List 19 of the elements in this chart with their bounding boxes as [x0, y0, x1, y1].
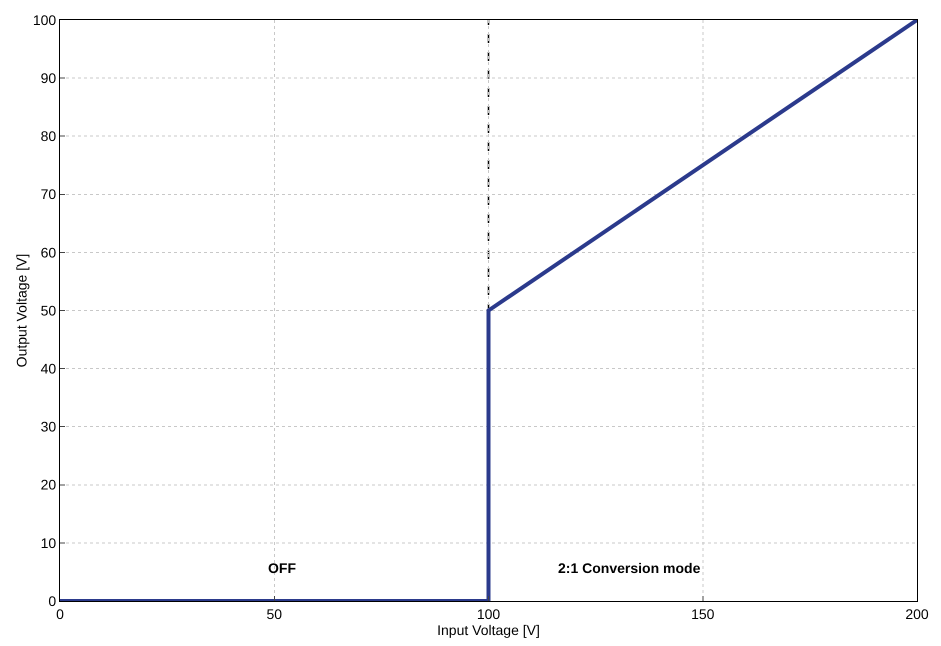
x-tick-label: 50 [266, 606, 282, 622]
y-tick-label: 80 [40, 128, 56, 144]
annotation: 2:1 Conversion mode [558, 560, 701, 576]
y-tick-label: 0 [48, 592, 56, 609]
y-tick-label: 20 [40, 476, 56, 493]
y-tick-label: 70 [40, 186, 56, 202]
y-tick-label: 90 [40, 70, 56, 86]
annotation: OFF [268, 560, 296, 576]
x-tick-label: 100 [476, 606, 500, 622]
y-tick-label: 30 [40, 418, 56, 435]
y-tick-label: 40 [40, 360, 56, 376]
y-tick-label: 60 [40, 244, 56, 260]
x-tick-label: 150 [691, 606, 715, 622]
y-tick-label: 50 [40, 302, 56, 318]
y-tick-label: 10 [40, 534, 56, 551]
x-tick-label: 200 [905, 606, 929, 622]
x-axis-title: Input Voltage [V] [437, 622, 540, 638]
y-tick-label: 100 [32, 12, 56, 28]
y-axis-title: Output Voltage [V] [13, 254, 30, 368]
